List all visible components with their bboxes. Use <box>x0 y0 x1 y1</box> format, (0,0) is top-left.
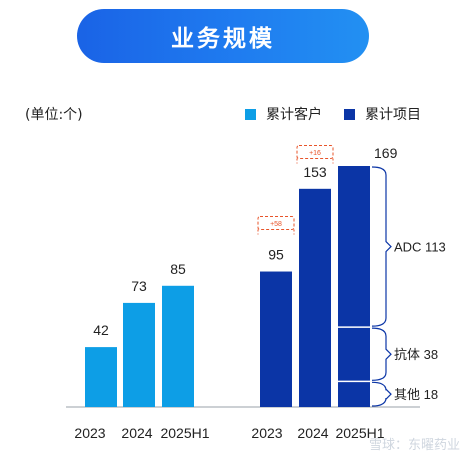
legend-item-customers: 累计客户 <box>245 104 322 124</box>
title-banner: 业务规模 <box>77 9 369 63</box>
bar-projects-2023 <box>260 271 292 407</box>
legend-label-projects: 累计项目 <box>365 107 421 123</box>
increase-box-2 <box>296 145 334 159</box>
data-label-customers-2023: 42 <box>93 322 109 338</box>
x-tick-label-projects-2023: 2023 <box>251 425 282 441</box>
increase-label-1: +58 <box>270 221 282 228</box>
increase-box-1 <box>257 216 295 230</box>
data-label-projects-2023: 95 <box>268 247 284 263</box>
bar-projects-2024 <box>299 188 331 407</box>
x-tick-label-projects-2024: 2024 <box>297 425 328 441</box>
unit-label: (单位:个) <box>25 107 83 123</box>
legend-swatch-customers <box>245 108 256 120</box>
data-label-customers-2024: 73 <box>131 278 147 294</box>
x-tick-label-customers-2023: 2023 <box>74 425 105 441</box>
breakdown-brace-2 <box>371 327 392 381</box>
bar-customers-2025H1 <box>162 285 194 407</box>
bar-customers-2023 <box>85 347 117 407</box>
legend-swatch-projects <box>344 108 355 120</box>
chart-title: 业务规模 <box>171 26 275 52</box>
legend-item-projects: 累计项目 <box>344 104 421 124</box>
increase-label-2: +16 <box>309 150 321 157</box>
x-tick-label-projects-2025H1: 2025H1 <box>335 425 384 441</box>
bar-customers-2024 <box>123 302 155 407</box>
x-tick-label-customers-2024: 2024 <box>121 425 152 441</box>
data-label-projects-2024: 153 <box>303 164 327 180</box>
breakdown-label-3: ADC 113 <box>394 240 446 255</box>
breakdown-brace-3 <box>371 166 392 327</box>
watermark: 雪球：东曜药业 <box>368 438 460 453</box>
breakdown-brace-1 <box>371 381 392 407</box>
data-label-projects-2025H1: 169 <box>374 145 398 161</box>
x-tick-label-customers-2025H1: 2025H1 <box>160 425 209 441</box>
data-label-customers-2025H1: 85 <box>170 261 186 277</box>
breakdown-label-2: 抗体 38 <box>394 347 438 362</box>
breakdown-label-1: 其他 18 <box>394 387 438 402</box>
bar-projects-2025H1 <box>338 166 370 407</box>
legend-label-customers: 累计客户 <box>266 107 322 123</box>
